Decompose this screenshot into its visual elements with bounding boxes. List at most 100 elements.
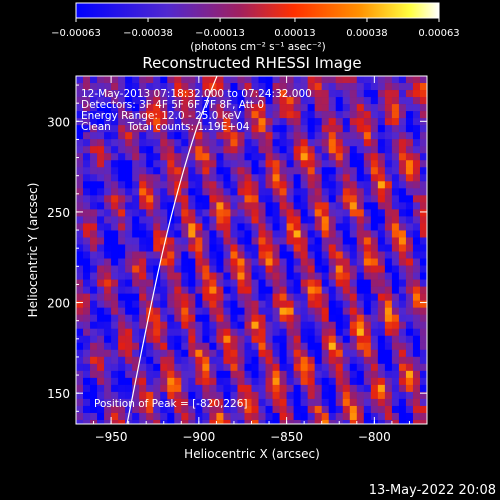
heatmap-cell — [111, 195, 119, 203]
heatmap-cell — [153, 230, 161, 238]
heatmap-cell — [349, 202, 358, 210]
heatmap-cell — [272, 293, 280, 301]
heatmap-cell — [300, 76, 308, 84]
heatmap-cell — [321, 125, 330, 133]
heatmap-cell — [272, 97, 280, 105]
heatmap-cell — [342, 160, 351, 168]
heatmap-cell — [125, 265, 133, 273]
heatmap-cell — [349, 167, 358, 175]
heatmap-cell — [328, 118, 337, 126]
heatmap-cell — [174, 104, 182, 112]
heatmap-cell — [391, 349, 400, 358]
heatmap-cell — [146, 335, 154, 344]
heatmap-cell — [314, 76, 322, 84]
heatmap-cell — [384, 167, 393, 175]
heatmap-cell — [398, 342, 407, 351]
heatmap-cell — [223, 279, 231, 287]
heatmap-cell — [139, 377, 147, 386]
heatmap-cell — [174, 118, 182, 126]
annotation-total-counts: Clean Total counts: 1.19E+04 — [81, 121, 250, 133]
heatmap-cell — [209, 223, 217, 231]
heatmap-cell — [125, 377, 133, 386]
heatmap-cell — [335, 384, 344, 393]
heatmap-cell — [377, 314, 386, 322]
heatmap-cell — [251, 405, 259, 414]
heatmap-cell — [153, 286, 161, 294]
heatmap-cell — [335, 377, 344, 386]
heatmap-cell — [251, 356, 259, 365]
heatmap-cell — [321, 398, 330, 407]
heatmap-cell — [167, 125, 175, 133]
heatmap-cell — [97, 279, 105, 287]
heatmap-cell — [419, 251, 427, 259]
heatmap-cell — [223, 146, 231, 154]
heatmap-cell — [391, 139, 400, 147]
heatmap-cell — [146, 286, 154, 294]
heatmap-cell — [153, 391, 161, 400]
heatmap-cell — [153, 258, 161, 266]
heatmap-cell — [97, 328, 105, 337]
heatmap-cell — [314, 146, 322, 154]
heatmap-cell — [272, 265, 280, 273]
heatmap-cell — [314, 251, 322, 259]
heatmap-cell — [398, 174, 407, 182]
y-tick-label: 300 — [47, 115, 70, 129]
heatmap-cell — [349, 237, 358, 245]
heatmap-cell — [265, 146, 273, 154]
heatmap-cell — [419, 230, 427, 238]
heatmap-cell — [272, 118, 280, 126]
heatmap-cell — [405, 349, 414, 358]
heatmap-cell — [328, 412, 337, 421]
heatmap-cell — [118, 237, 126, 245]
heatmap-cell — [90, 370, 98, 379]
heatmap-cell — [384, 202, 393, 210]
heatmap-cell — [307, 405, 315, 414]
heatmap-cell — [111, 188, 119, 196]
heatmap-cell — [244, 181, 252, 189]
heatmap-cell — [153, 265, 161, 273]
heatmap-cell — [405, 251, 414, 259]
heatmap-cell — [272, 90, 280, 98]
heatmap-cell — [153, 342, 161, 351]
heatmap-cell — [160, 391, 168, 400]
heatmap-cell — [244, 412, 252, 421]
heatmap-cell — [216, 146, 224, 154]
heatmap-cell — [118, 132, 126, 140]
heatmap-cell — [125, 384, 133, 393]
heatmap-cell — [118, 167, 126, 175]
heatmap-cell — [314, 174, 322, 182]
heatmap-cell — [412, 370, 421, 379]
heatmap-cell — [125, 223, 133, 231]
heatmap-cell — [237, 258, 245, 266]
heatmap-cell — [97, 412, 105, 421]
heatmap-cell — [97, 202, 105, 210]
heatmap-cell — [349, 272, 358, 280]
heatmap-cell — [223, 153, 231, 161]
heatmap-cell — [188, 167, 196, 175]
heatmap-cell — [216, 125, 224, 133]
heatmap-cell — [132, 97, 140, 105]
heatmap-cell — [160, 412, 168, 421]
heatmap-cell — [412, 363, 421, 372]
heatmap-cell — [342, 209, 351, 217]
heatmap-cell — [244, 167, 252, 175]
heatmap-cell — [335, 174, 344, 182]
heatmap-cell — [265, 244, 273, 252]
heatmap-cell — [286, 419, 294, 424]
heatmap-cell — [412, 377, 421, 386]
heatmap-cell — [279, 83, 287, 91]
heatmap-cell — [118, 419, 126, 424]
heatmap-cell — [342, 216, 351, 224]
heatmap-cell — [251, 279, 259, 287]
heatmap-cell — [188, 230, 196, 238]
heatmap-cell — [230, 230, 238, 238]
heatmap-cell — [293, 216, 301, 224]
heatmap-cell — [244, 293, 252, 301]
heatmap-cell — [244, 139, 252, 147]
heatmap-cell — [195, 321, 203, 330]
heatmap-cell — [181, 132, 189, 140]
heatmap-cell — [174, 356, 182, 365]
heatmap-cell — [314, 377, 322, 386]
heatmap-cell — [202, 419, 210, 424]
heatmap-cell — [181, 209, 189, 217]
